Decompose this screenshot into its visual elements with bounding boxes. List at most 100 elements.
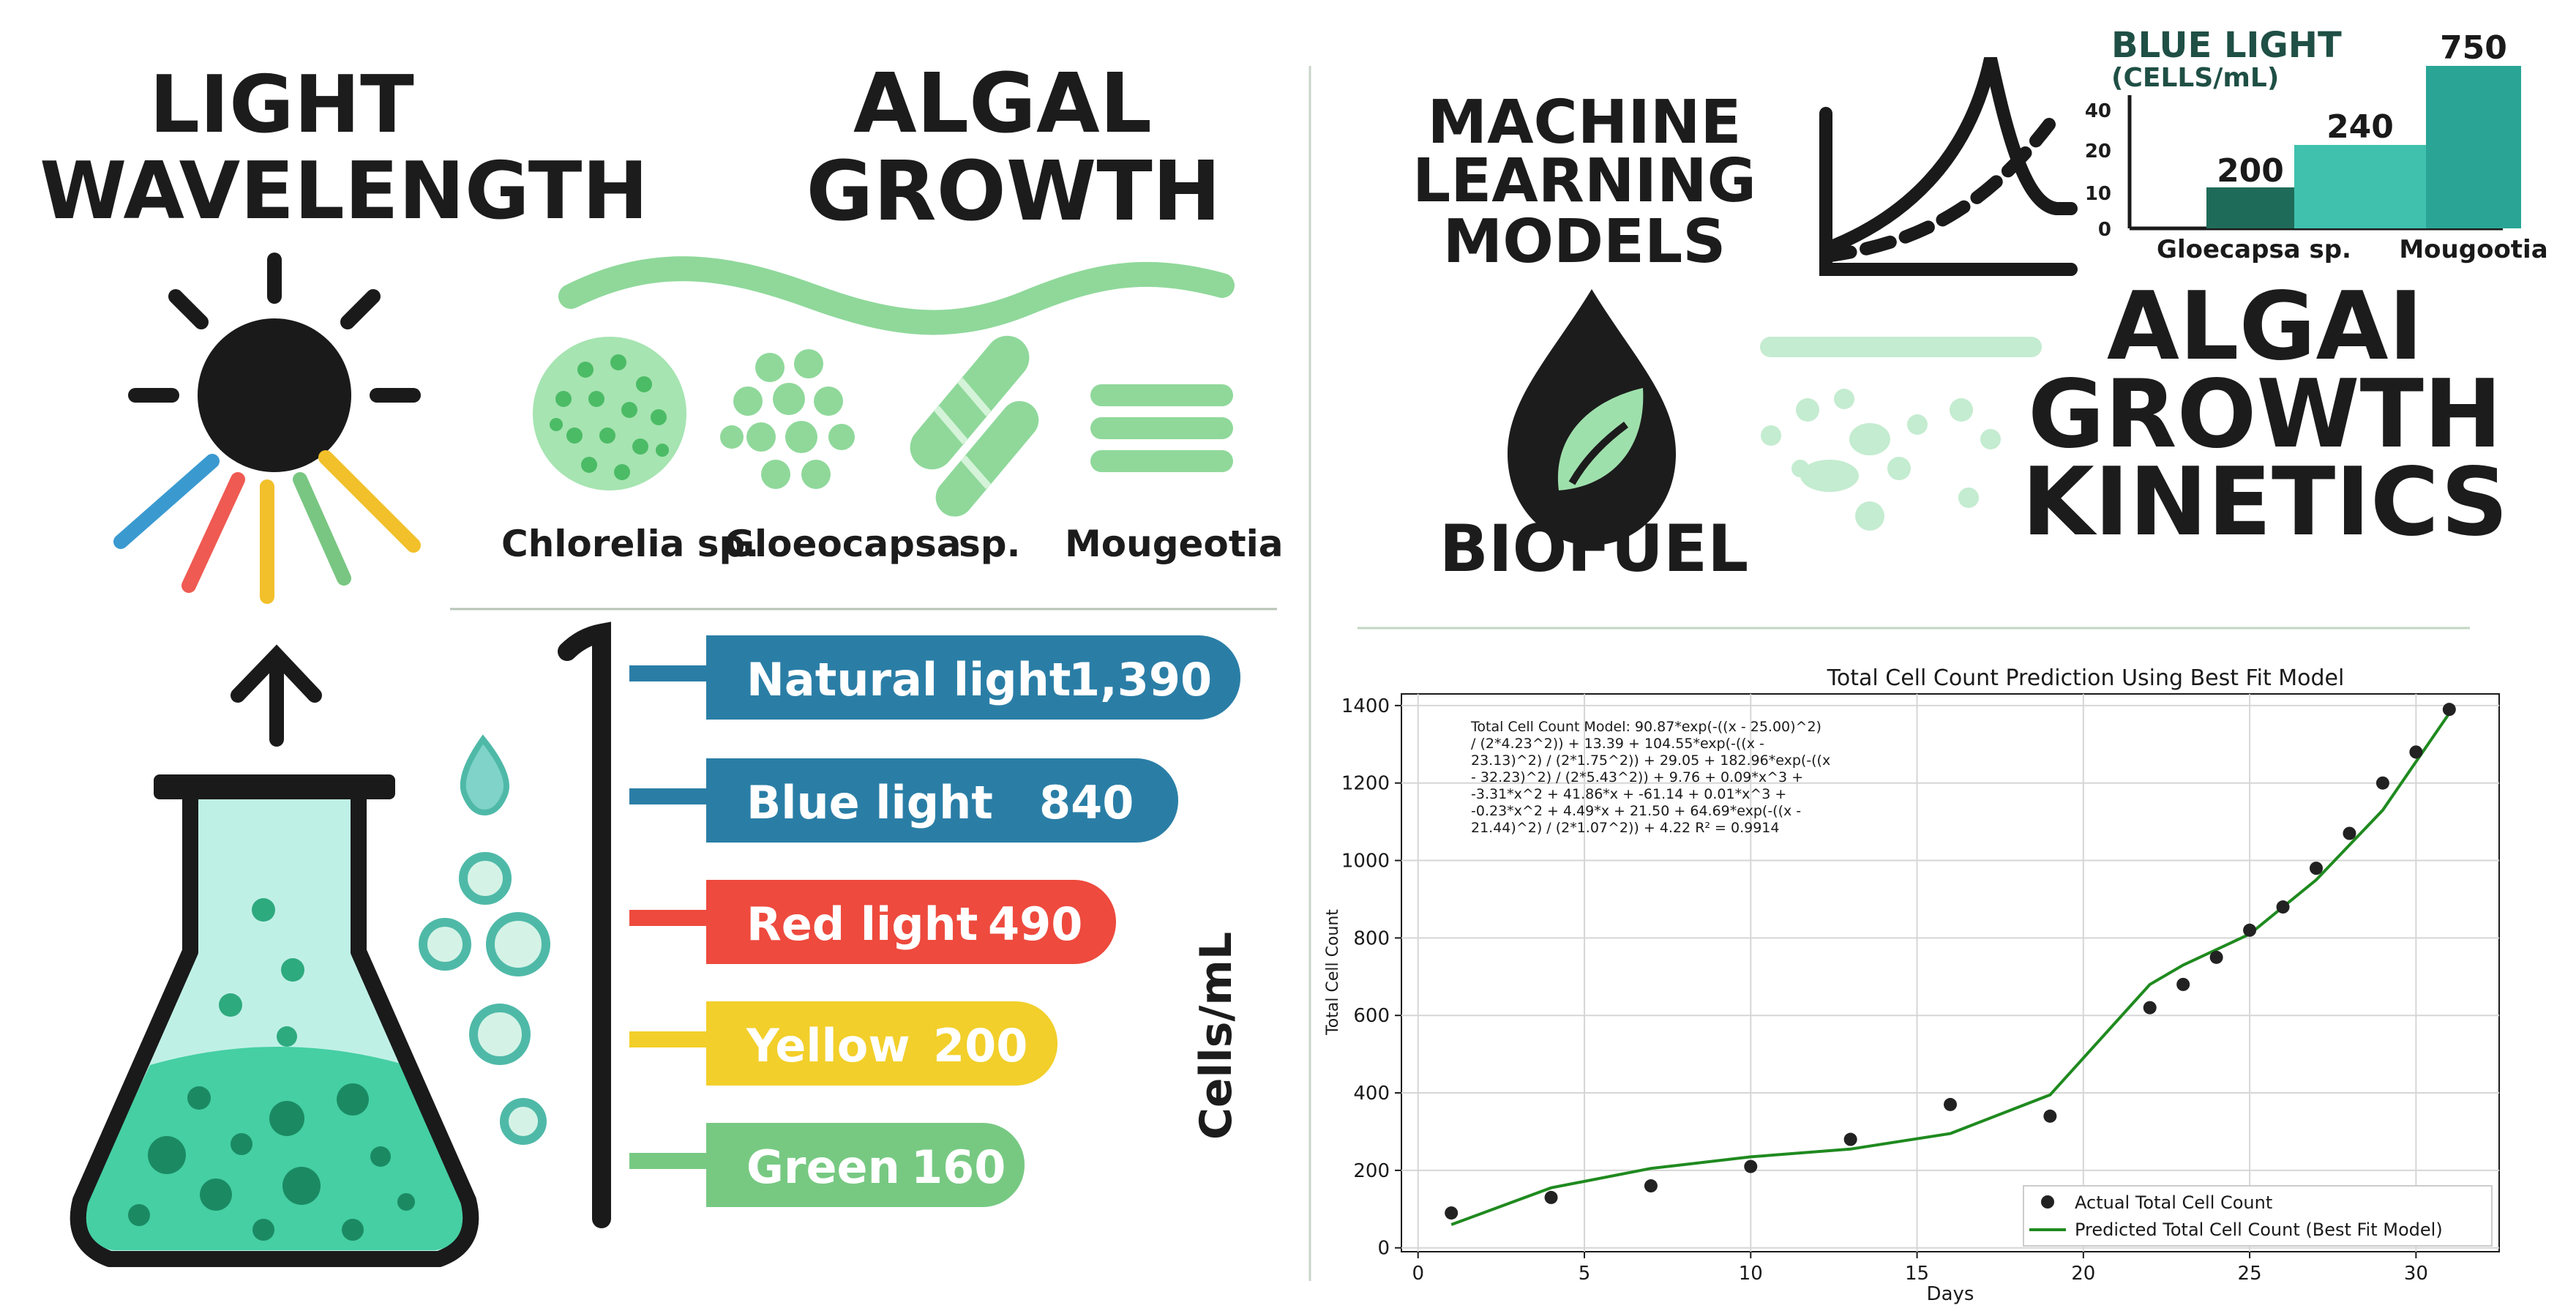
heading-learning: LEARNING: [1412, 146, 1756, 216]
model-text-line: / (2*4.23^2)) + 13.39 + 104.55*exp(-((x …: [1471, 736, 1764, 752]
axis-ticks: 0 5 10 15 20 25 30 0 200 400 600 800 1000 1200 1400: [1341, 695, 2428, 1285]
data-point: [1843, 1132, 1857, 1146]
model-text-line: Total Cell Count Model: 90.87*exp(-((x -…: [1470, 719, 1821, 735]
legend: Actual Total Cell Count Predicted Total …: [2023, 1185, 2493, 1247]
mini-bar-data-label: 240: [2326, 108, 2394, 146]
bar-green: Green 160: [629, 1123, 1025, 1207]
x-tick-label: 25: [2238, 1263, 2262, 1285]
y-tick-label: 800: [1353, 927, 1390, 949]
x-axis-label: Days: [1927, 1283, 1974, 1305]
species-label-sp: sp.: [959, 523, 1021, 565]
cell-count-chart: Total Cell Count Prediction Using Best F…: [1324, 665, 2500, 1305]
bubbles-icon: [419, 734, 550, 1145]
mini-chart-subtitle: (CELLS/mL): [2111, 63, 2279, 93]
model-text-line: 21.44)^2) / (2*1.07^2)) + 4.22 R² = 0.99…: [1471, 820, 1780, 836]
model-text-line: -0.23*x^2 + 4.49*x + 21.50 + 64.69*exp(-…: [1471, 803, 1801, 819]
data-point: [1944, 1097, 1957, 1111]
bar-value: 200: [933, 1019, 1027, 1072]
arrow-up-icon: [231, 644, 322, 747]
mini-chart-title: BLUE LIGHT: [2111, 25, 2342, 66]
model-equation: Total Cell Count Model: 90.87*exp(-((x -…: [1470, 719, 1830, 836]
bar-value: 840: [1039, 776, 1134, 829]
mini-bar-data-label: 200: [2217, 152, 2284, 190]
data-point: [1644, 1179, 1658, 1193]
model-text-line: - 32.23)^2) / (2*5.43^2)) + 9.76 + 0.09*…: [1471, 769, 1803, 785]
heading-growth-2: GROWTH: [2028, 360, 2502, 469]
y-tick-label: 600: [1353, 1005, 1390, 1027]
y-tick-label: 400: [1353, 1083, 1390, 1105]
data-point: [2043, 1109, 2057, 1123]
bar-red-light: Red light 490: [629, 880, 1116, 964]
data-point: [1544, 1190, 1558, 1204]
bar-yellow: Yellow 200: [629, 1001, 1057, 1086]
heading-models: MODELS: [1443, 207, 1726, 277]
chlorella-cell-icon: [533, 337, 686, 490]
bar-label: Blue light: [746, 776, 993, 829]
bar-value: 160: [911, 1140, 1006, 1194]
mini-y-tick: 0: [2098, 219, 2111, 241]
bar-label: Natural light: [746, 653, 1071, 706]
bar-blue-light: Blue light 840: [629, 758, 1178, 843]
bar-value: 1,390: [1068, 653, 1212, 706]
legend-label: Predicted Total Cell Count (Best Fit Mod…: [2075, 1220, 2443, 1240]
data-point: [2310, 862, 2323, 875]
gloeocapsa-cells-icon: [720, 349, 855, 489]
y-axis-label: Total Cell Count: [1324, 909, 1342, 1036]
algae-wave: [558, 256, 1235, 335]
legend-box: [2023, 1185, 2493, 1247]
data-point: [1445, 1206, 1459, 1220]
data-point: [2343, 826, 2356, 840]
heading-algai: ALGAI: [2107, 272, 2423, 381]
chart-title: Total Cell Count Prediction Using Best F…: [1827, 665, 2345, 691]
bar-value: 490: [988, 897, 1082, 951]
x-tick-label: 0: [1412, 1263, 1424, 1285]
heading-machine: MACHINE: [1427, 88, 1741, 157]
legend-label: Actual Total Cell Count: [2075, 1192, 2272, 1213]
heading-algal: ALGAL: [853, 56, 1152, 152]
x-tick-label: 15: [1905, 1263, 1929, 1285]
data-point: [2375, 776, 2389, 790]
data-point: [2209, 950, 2223, 964]
x-tick-label: 5: [1579, 1263, 1591, 1285]
actual-series: [1445, 703, 2456, 1220]
grid: [1401, 694, 2499, 1252]
heading-wavelength: WAVELENGTH: [40, 146, 648, 237]
data-point: [2143, 1001, 2157, 1015]
biofuel-drop-icon: [1508, 289, 1676, 545]
heading-kinetics: KINETICS: [2022, 448, 2509, 557]
y-tick-label: 200: [1353, 1160, 1390, 1182]
mini-bar-mougootia-750: [2426, 66, 2521, 228]
mini-x-tick: Mougootia: [2399, 235, 2547, 264]
species-label-chlorelia: Chlorelia sp.: [501, 523, 759, 565]
sun-icon: [113, 253, 421, 604]
heading-growth: GROWTH: [806, 144, 1221, 239]
y-tick-label: 1000: [1341, 851, 1390, 873]
data-point: [2409, 745, 2423, 759]
y-axis-line: [558, 621, 611, 1228]
blue-light-bar-chart: BLUE LIGHT (CELLS/mL) 40 20 10 0 200 240…: [2085, 25, 2548, 264]
x-tick-label: 20: [2071, 1263, 2095, 1285]
bar-label: Green: [746, 1140, 900, 1194]
mini-x-tick: Gloecapsa sp.: [2157, 235, 2351, 264]
x-tick-label: 30: [2404, 1263, 2428, 1285]
growth-curve-icon: [1819, 57, 2078, 276]
heading-light: LIGHT: [149, 59, 414, 151]
data-point: [2176, 977, 2190, 991]
mini-bar-gloecapsa-240: [2294, 145, 2430, 228]
bar-natural-light: Natural light 1,390: [629, 635, 1240, 720]
bar-label: Red light: [746, 897, 978, 951]
cells-per-ml-axis-label: Cells/mL: [1191, 932, 1242, 1140]
mini-y-tick: 10: [2085, 183, 2111, 205]
algae-blobs-icon: [1760, 337, 2042, 531]
species-label-mougeotia: Mougeotia: [1065, 523, 1284, 565]
legend-marker-actual: [2041, 1195, 2054, 1209]
light-bars: Natural light 1,390 Blue light 840 Red l…: [558, 621, 1242, 1228]
filament-lines-icon: [1090, 384, 1233, 472]
species-label-gloeocapsa: Gloeocapsa: [724, 523, 961, 565]
mini-bar-gloecapsa-200: [2206, 187, 2294, 228]
model-text-line: 23.13)^2) / (2*1.75^2)) + 29.05 + 182.96…: [1471, 752, 1830, 769]
mini-y-tick: 20: [2085, 141, 2111, 163]
flask-icon: [70, 774, 479, 1267]
model-text-line: -3.31*x^2 + 41.86*x + -61.14 + 0.01*x^3 …: [1471, 786, 1786, 802]
